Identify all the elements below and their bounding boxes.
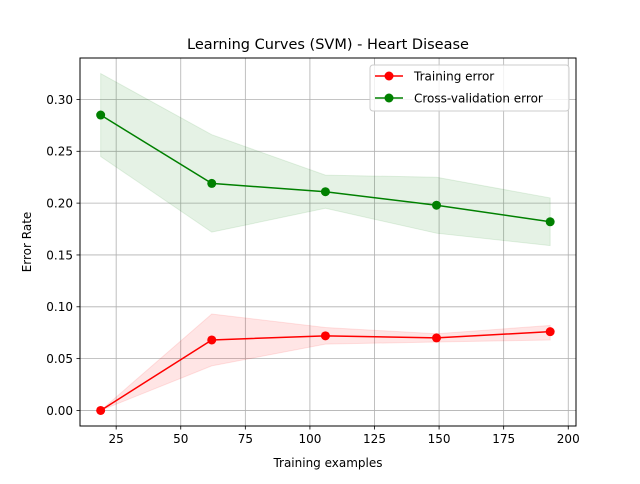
series-0-point: [320, 331, 330, 341]
y-tick-label: 0.10: [46, 300, 73, 314]
legend-training-marker: [384, 71, 394, 81]
axis-ticks: 25 50 75 100 125 150 175 200 0.00 0.05 0.10 0.15 0.2…: [46, 93, 579, 446]
x-tick-label: 75: [238, 432, 253, 446]
series-0-point: [96, 405, 106, 415]
error-bands: [100, 72, 551, 411]
series-1-point: [207, 178, 217, 188]
y-axis-label: Error Rate: [20, 212, 34, 273]
x-tick-label: 100: [298, 432, 321, 446]
legend-cv-marker: [384, 93, 394, 103]
series-1-point: [320, 187, 330, 197]
grid: [80, 58, 576, 426]
series-lines: [96, 110, 555, 415]
x-tick-label: 150: [428, 432, 451, 446]
y-tick-label: 0.30: [46, 93, 73, 107]
x-tick-label: 175: [492, 432, 515, 446]
x-tick-label: 50: [173, 432, 188, 446]
series-1-point: [432, 200, 441, 210]
y-tick-label: 0.05: [46, 352, 73, 366]
series-1-point: [545, 217, 555, 227]
x-tick-label: 200: [557, 432, 580, 446]
series-0-point: [432, 333, 441, 343]
legend-training-label: Training error: [413, 70, 494, 84]
series-1-point: [96, 110, 106, 120]
legend-box: [369, 64, 570, 112]
legend-cv-label: Cross-validation error: [414, 92, 543, 106]
series-0-point: [207, 335, 217, 345]
y-tick-label: 0.15: [46, 248, 73, 262]
y-tick-label: 0.25: [46, 145, 73, 159]
x-tick-label: 25: [109, 432, 124, 446]
legend: Training error Cross-validation error: [369, 64, 570, 112]
y-tick-label: 0.00: [46, 404, 73, 418]
x-axis-label: Training examples: [272, 456, 382, 470]
x-tick-label: 125: [363, 432, 386, 446]
chart-title: Learning Curves (SVM) - Heart Disease: [187, 37, 469, 53]
series-0-band: [100, 313, 551, 411]
y-tick-label: 0.20: [46, 196, 73, 210]
plot-frame: [79, 57, 577, 427]
series-0-point: [545, 327, 555, 337]
